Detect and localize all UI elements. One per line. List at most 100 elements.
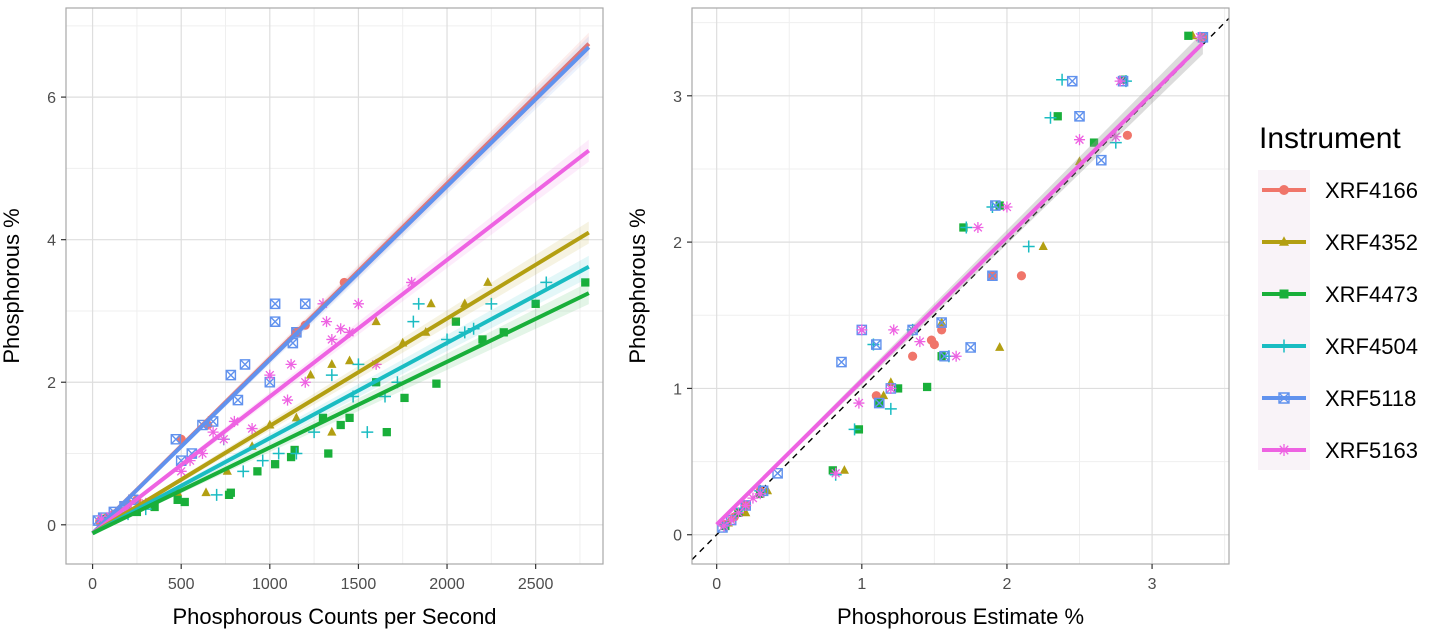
data-point xyxy=(327,426,337,436)
data-point xyxy=(1016,271,1027,281)
legend-entry-xrf5118: XRF5118 xyxy=(1262,386,1416,411)
data-point xyxy=(922,382,932,392)
x-tick-label: 2 xyxy=(1002,576,1011,593)
data-point xyxy=(1110,131,1122,143)
data-point xyxy=(936,317,947,328)
data-point xyxy=(407,315,420,328)
data-point xyxy=(290,445,299,455)
y-axis-title: Phosphorous % xyxy=(0,208,24,363)
left-chart: 0 500 1000 1500 2000 2500 0 2 4 6 Phosphorous Coun… xyxy=(0,7,604,629)
y-tick-label: 4 xyxy=(47,233,56,250)
data-point xyxy=(321,316,333,328)
data-point xyxy=(318,413,328,423)
data-point xyxy=(286,452,296,462)
data-point xyxy=(741,507,751,517)
data-point xyxy=(325,369,338,382)
data-point xyxy=(830,467,842,479)
y-tick-label: 2 xyxy=(47,375,56,392)
data-point xyxy=(270,460,280,469)
x-tick-label: 1 xyxy=(857,576,866,593)
data-point xyxy=(451,317,461,326)
data-point xyxy=(352,358,365,371)
data-point xyxy=(264,376,276,388)
data-point xyxy=(285,358,297,370)
data-point xyxy=(965,342,976,353)
x-tick-label: 2500 xyxy=(518,576,554,593)
data-point xyxy=(225,369,237,381)
data-point xyxy=(1073,134,1086,146)
data-point xyxy=(336,420,345,430)
axes: 0 500 1000 1500 2000 2500 0 2 4 6 xyxy=(47,90,553,593)
legend-marker xyxy=(1278,392,1290,404)
data-point xyxy=(150,502,159,512)
legend-entry-xrf4504: XRF4504 xyxy=(1262,334,1418,359)
data-point xyxy=(426,298,436,308)
data-point xyxy=(1053,112,1062,121)
data-point xyxy=(990,200,1001,211)
data-point xyxy=(1194,31,1206,43)
data-point xyxy=(282,394,294,406)
data-point xyxy=(210,488,223,501)
legend-label: XRF5118 xyxy=(1325,386,1416,411)
legend-title: Instrument xyxy=(1259,122,1401,155)
x-tick-label: 2000 xyxy=(429,576,465,593)
data-point xyxy=(878,390,889,400)
data-point xyxy=(95,513,107,525)
data-point xyxy=(344,355,355,365)
fit-line-xrf4352 xyxy=(91,230,590,536)
data-point xyxy=(218,433,230,445)
legend-label: XRF4504 xyxy=(1325,334,1418,359)
data-point xyxy=(478,335,487,344)
data-point xyxy=(937,352,946,361)
legend-label: XRF4473 xyxy=(1325,282,1418,307)
legend-label: XRF4352 xyxy=(1325,230,1418,255)
data-point xyxy=(908,351,918,361)
data-point xyxy=(173,495,182,504)
legend-key-background xyxy=(1258,170,1310,470)
data-point xyxy=(531,299,540,308)
data-point xyxy=(853,397,865,409)
fit-line-xrf5118 xyxy=(91,45,591,535)
data-point xyxy=(581,278,590,287)
data-point xyxy=(485,297,498,310)
x-axis-title: Phosphorous Counts per Second xyxy=(172,604,496,629)
data-point xyxy=(180,497,189,507)
data-point xyxy=(1184,31,1193,40)
x-tick-label: 1000 xyxy=(252,576,288,593)
data-point xyxy=(269,316,281,327)
data-point xyxy=(848,423,861,436)
data-point xyxy=(960,221,973,234)
data-point xyxy=(324,449,333,458)
panel-border xyxy=(65,7,604,565)
data-point xyxy=(361,426,374,439)
data-point xyxy=(1022,240,1035,253)
data-point xyxy=(228,415,240,427)
data-point xyxy=(370,358,382,370)
data-point xyxy=(839,465,849,474)
data-point xyxy=(888,324,900,336)
fit-line-xrf5163 xyxy=(715,41,1205,526)
fit-line-xrf4473 xyxy=(91,291,590,536)
data-point xyxy=(175,465,187,477)
data-point xyxy=(256,454,269,467)
data-point xyxy=(269,298,281,310)
data-point xyxy=(1095,154,1107,166)
legend-entry-xrf4166: XRF4166 xyxy=(1262,178,1418,203)
data-point xyxy=(1001,201,1013,213)
data-point xyxy=(871,339,882,350)
data-point xyxy=(836,356,847,368)
legend-marker xyxy=(1277,339,1291,353)
data-point xyxy=(335,323,347,335)
x-tick-label: 1500 xyxy=(341,576,377,593)
fit-lines xyxy=(91,32,591,536)
data-point xyxy=(345,413,354,423)
x-tick-label: 0 xyxy=(88,576,97,593)
y-tick-label: 3 xyxy=(673,89,682,106)
data-point xyxy=(382,427,391,437)
axes: 0 1 2 3 0 1 2 3 xyxy=(673,89,1157,593)
y-tick-label: 6 xyxy=(47,90,56,107)
data-point xyxy=(483,277,493,286)
data-point xyxy=(326,333,338,345)
data-point xyxy=(327,359,337,368)
data-point xyxy=(290,447,303,460)
